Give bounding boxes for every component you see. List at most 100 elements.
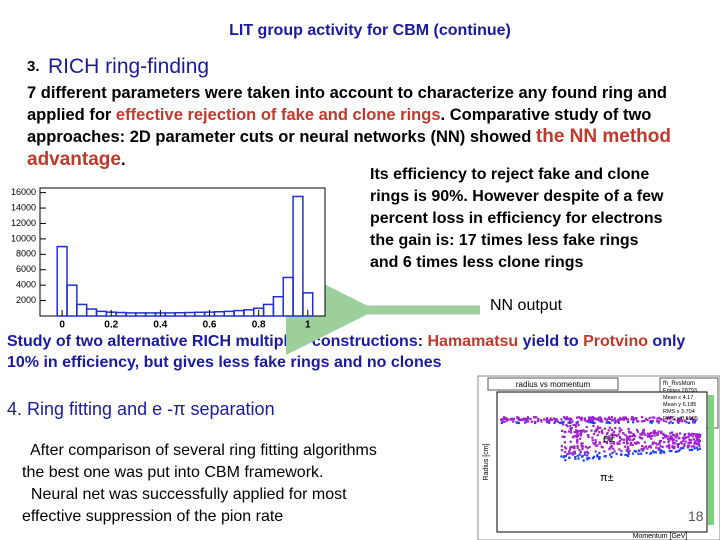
density-cell (566, 453, 569, 456)
density-cell (670, 438, 673, 441)
density-cell (630, 416, 634, 419)
density-cell (677, 449, 680, 452)
density-cell (585, 420, 588, 423)
density-cell (648, 434, 651, 438)
density-cell (586, 454, 589, 457)
density-cell (640, 416, 644, 419)
density-cell (606, 431, 609, 435)
density-cell (643, 433, 647, 436)
density-cell (526, 420, 529, 423)
density-cell (625, 454, 628, 457)
stats-line: RMS y 0.6905 (663, 416, 698, 422)
density-cell (596, 453, 599, 457)
density-cell (592, 442, 595, 445)
density-cell (696, 434, 699, 437)
density-cell (674, 435, 677, 438)
density-cell (587, 435, 590, 439)
density-cell (663, 451, 666, 454)
density-cell (598, 451, 601, 455)
density-cell (643, 432, 646, 435)
density-cell (627, 452, 631, 455)
density-cell (633, 441, 637, 445)
density-cell (666, 438, 670, 441)
density-cell (592, 421, 595, 424)
density-cell (598, 442, 601, 445)
density-cell (598, 457, 601, 461)
density-cell (562, 416, 566, 419)
density-cell (563, 446, 567, 449)
density-cell (632, 421, 635, 424)
density-cell (637, 441, 640, 445)
density-cell (537, 417, 540, 421)
density-cell (675, 432, 678, 436)
pion-label: π± (600, 472, 614, 484)
density-cell (653, 429, 656, 432)
y-tick-label: 14000 (11, 202, 36, 212)
density-cell (574, 455, 577, 459)
paragraph: After comparison of several ring fitting… (22, 440, 377, 528)
density-cell (568, 456, 571, 459)
density-cell (670, 416, 673, 419)
density-cell (641, 437, 644, 440)
density-cell (681, 437, 685, 440)
density-cell (548, 421, 551, 424)
density-cell (677, 442, 681, 446)
density-cell (688, 448, 691, 452)
density-cell (659, 418, 662, 421)
density-cell (697, 433, 700, 436)
density-cell (619, 418, 623, 421)
density-cell (696, 448, 699, 451)
density-cell (626, 441, 629, 445)
density-cell (643, 419, 646, 423)
density-cell (625, 435, 629, 438)
density-cell (592, 455, 596, 458)
density-cell (515, 421, 518, 424)
density-cell (689, 417, 693, 421)
density-cell (695, 437, 698, 440)
density-cell (569, 421, 572, 425)
density-cell (649, 446, 653, 449)
density-cell (676, 444, 680, 447)
density-cell (656, 417, 659, 420)
density-cell (690, 448, 694, 452)
density-cell (524, 421, 527, 424)
density-cell (683, 443, 686, 446)
density-cell (576, 441, 579, 444)
density-cell (635, 442, 638, 445)
density-cell (667, 444, 670, 447)
density-cell (627, 437, 630, 441)
density-cell (593, 421, 596, 425)
density-cell (540, 419, 543, 422)
density-cell (651, 419, 654, 423)
density-cell (608, 438, 611, 441)
y-tick-label: 8000 (16, 249, 36, 259)
density-cell (607, 429, 610, 432)
density-cell (666, 435, 669, 438)
density-cell (576, 431, 579, 434)
density-cell (671, 438, 674, 441)
density-cell (613, 417, 617, 420)
slide-title: LIT group activity for CBM (continue) (229, 22, 511, 39)
y-tick-label: 6000 (16, 264, 36, 274)
density-cell (698, 444, 701, 447)
density-cell (624, 453, 627, 456)
density-cell (694, 419, 697, 422)
density-cell (569, 431, 573, 434)
density-cell (618, 430, 621, 433)
density-cell (612, 447, 615, 450)
density-cell (573, 431, 576, 434)
x-tick-label: 0.4 (153, 320, 167, 331)
density-cell (592, 424, 595, 428)
density-cell (625, 437, 629, 440)
density-cell (622, 438, 626, 441)
density-cell (654, 451, 657, 454)
text-line: After comparison of several ring fitting… (22, 442, 377, 459)
density-cell (631, 439, 634, 442)
x-tick-label: 0 (59, 320, 65, 331)
density-cell (660, 432, 663, 435)
density-cell (610, 416, 614, 419)
density-cell (613, 450, 616, 453)
density-cell (596, 455, 599, 458)
section-title: RICH ring-finding (48, 55, 210, 78)
density-cell (589, 421, 593, 424)
